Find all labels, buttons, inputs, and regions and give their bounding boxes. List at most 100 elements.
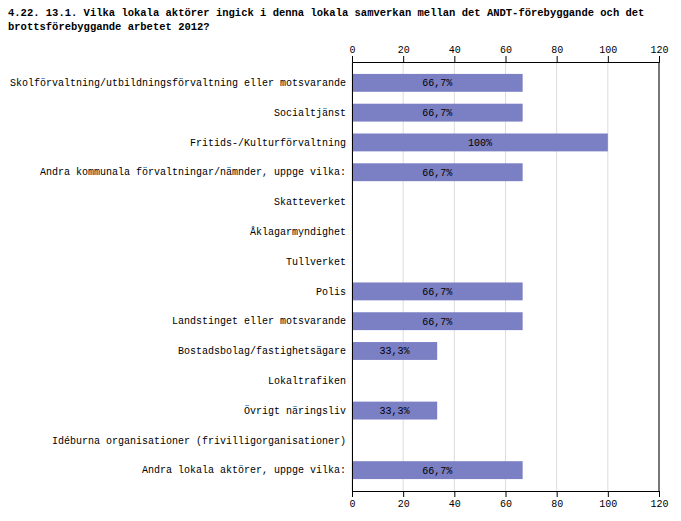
tick: Landstinget eller motsvarande <box>172 316 352 327</box>
bar <box>352 104 523 122</box>
tick: Övrigt näringsliv <box>244 405 352 417</box>
tick-label: Landstinget eller motsvarande <box>172 316 346 327</box>
tick-label: 40 <box>449 45 461 56</box>
tick-mark <box>403 491 404 497</box>
tick-mark <box>352 56 353 62</box>
tick-label: Övrigt näringsliv <box>244 405 346 417</box>
tick-label: Skatteverket <box>274 197 346 208</box>
tick: Andra lokala aktörer, uppge vilka: <box>142 465 352 476</box>
data-label: 66,7% <box>422 78 452 89</box>
grid-line <box>505 62 506 491</box>
tick: Skolförvaltning/utbildningsförvaltning e… <box>10 78 352 89</box>
grid <box>352 62 659 491</box>
tick: Idéburna organisationer (frivilligorgani… <box>52 436 352 447</box>
tick: 60 <box>500 491 512 510</box>
tick-label: Tullverket <box>286 257 346 268</box>
tick-label: 0 <box>349 499 355 510</box>
tick-label: 80 <box>551 499 563 510</box>
tick-mark <box>506 491 507 497</box>
frame-line <box>659 62 660 491</box>
tick: 0 <box>349 491 355 510</box>
tick-label: Andra lokala aktörer, uppge vilka: <box>142 465 346 476</box>
tick-label: 20 <box>398 499 410 510</box>
tick: 20 <box>398 491 410 510</box>
plot: 66,7%66,7%100%66,7%66,7%66,7%33,3%33,3%6… <box>10 45 669 510</box>
tick-label: 120 <box>650 499 668 510</box>
grid-line <box>659 62 660 491</box>
tick-label: Fritids-/Kulturförvaltning <box>190 138 346 149</box>
title: 4.22. 13.1. Vilka lokala aktörer ingick … <box>8 7 644 33</box>
tick-label: 0 <box>349 45 355 56</box>
data-label: 33,3% <box>380 406 410 417</box>
tick-mark <box>608 56 609 62</box>
tick-label: Socialtjänst <box>274 108 346 119</box>
bar <box>352 312 523 330</box>
tick-mark <box>352 491 353 497</box>
bar <box>352 461 523 479</box>
tick-label: Polis <box>316 287 346 298</box>
tick: 120 <box>650 45 668 62</box>
data-label: 66,7% <box>422 108 452 119</box>
data-label: 66,7% <box>422 287 452 298</box>
x-axis-top: 0 20 40 60 80 100 120 <box>349 45 668 63</box>
tick: Polis <box>316 287 352 298</box>
grid-line <box>454 62 455 491</box>
tick-label: 100 <box>599 499 617 510</box>
data-labels: 66,7%66,7%100%66,7%66,7%66,7%33,3%33,3%6… <box>380 78 492 476</box>
data-label: 66,7% <box>422 168 452 179</box>
tick-mark <box>403 56 404 62</box>
bar <box>352 402 437 420</box>
bar <box>352 282 523 300</box>
tick-mark <box>557 56 558 62</box>
tick-label: Skolförvaltning/utbildningsförvaltning e… <box>10 78 346 89</box>
tick-mark <box>659 56 660 62</box>
grid-line <box>352 62 353 491</box>
tick: Skatteverket <box>274 197 352 208</box>
grid-line <box>556 62 557 491</box>
tick: 20 <box>398 45 410 62</box>
tick-label: 120 <box>650 45 668 56</box>
tick: 40 <box>449 45 461 62</box>
tick-mark <box>608 491 609 497</box>
tick: Socialtjänst <box>274 108 352 119</box>
tick: 80 <box>551 491 563 510</box>
tick: 60 <box>500 45 512 62</box>
tick-mark <box>506 56 507 62</box>
tick-label: Lokaltrafiken <box>268 376 346 387</box>
grid-line <box>607 62 608 491</box>
data-label: 66,7% <box>422 317 452 328</box>
tick-label: 80 <box>551 45 563 56</box>
tick: Tullverket <box>286 257 352 268</box>
title-line: 4.22. 13.1. Vilka lokala aktörer ingick … <box>8 7 644 19</box>
tick-label: Åklagarmyndighet <box>250 226 346 238</box>
tick-label: 100 <box>599 45 617 56</box>
bar <box>352 342 437 360</box>
bar <box>352 74 523 92</box>
data-label: 33,3% <box>380 346 410 357</box>
tick-label: 60 <box>500 499 512 510</box>
axis-line <box>353 56 660 63</box>
axis-line <box>352 63 353 492</box>
grid-line <box>403 62 404 491</box>
tick: 0 <box>349 45 355 62</box>
axis-line <box>353 492 660 498</box>
tick: Fritids-/Kulturförvaltning <box>190 138 352 149</box>
data-label: 66,7% <box>422 466 452 477</box>
tick: 100 <box>599 45 617 62</box>
tick: 100 <box>599 491 617 510</box>
tick-label: Idéburna organisationer (frivilligorgani… <box>52 436 346 447</box>
tick-mark <box>659 491 660 497</box>
tick-mark <box>557 491 558 497</box>
bars <box>352 74 608 479</box>
title-line: brottsförebyggande arbetet 2012? <box>8 21 210 33</box>
tick: 120 <box>650 491 668 510</box>
y-axis: Skolförvaltning/utbildningsförvaltning e… <box>10 63 353 492</box>
chart: 4.22. 13.1. Vilka lokala aktörer ingick … <box>0 0 681 521</box>
bar <box>352 163 523 181</box>
tick: Lokaltrafiken <box>268 376 352 387</box>
tick: Bostadsbolag/fastighetsägare <box>178 346 352 357</box>
tick-mark <box>454 56 455 62</box>
bar <box>352 134 608 152</box>
tick-label: 60 <box>500 45 512 56</box>
tick-label: 20 <box>398 45 410 56</box>
